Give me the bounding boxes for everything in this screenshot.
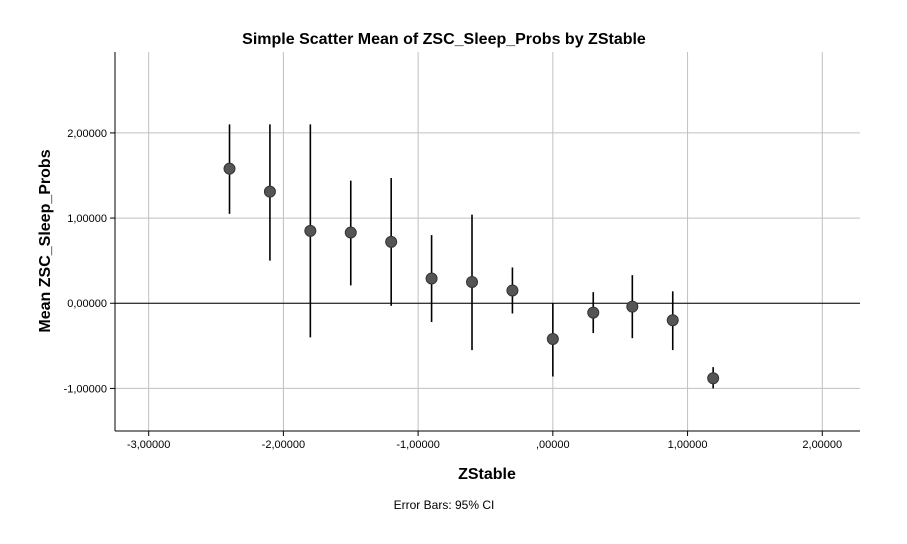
data-point xyxy=(385,235,398,248)
x-tick-label: 1,00000 xyxy=(668,439,708,451)
data-point xyxy=(546,333,559,346)
x-tick-label: -2,00000 xyxy=(262,439,305,451)
x-axis-title: ZStable xyxy=(458,466,516,483)
grid-layer xyxy=(115,52,860,431)
y-tick-label: 2,00000 xyxy=(67,128,107,140)
data-point xyxy=(666,314,679,327)
error-bar-layer xyxy=(228,124,714,389)
y-tick-label: 1,00000 xyxy=(67,213,107,225)
data-point xyxy=(344,226,357,239)
x-tick-label: ,00000 xyxy=(536,439,570,451)
data-point xyxy=(466,275,479,288)
point-layer xyxy=(223,162,720,385)
data-point xyxy=(626,300,639,313)
error-bars-footnote: Error Bars: 95% CI xyxy=(394,498,495,512)
data-point xyxy=(707,372,720,385)
ticks-layer: -3,00000 -2,00000 -1,00000 ,00000 1,00000 2,0… xyxy=(64,128,843,451)
data-point xyxy=(425,272,438,285)
axes-layer xyxy=(114,52,860,432)
y-tick-label: -1,00000 xyxy=(64,383,107,395)
x-tick-label: -3,00000 xyxy=(127,439,170,451)
x-tick-label: -1,00000 xyxy=(396,439,439,451)
data-point xyxy=(587,306,600,319)
chart-title: Simple Scatter Mean of ZSC_Sleep_Probs b… xyxy=(242,31,646,48)
x-tick-label: 2,00000 xyxy=(802,439,842,451)
data-point xyxy=(506,284,519,297)
y-tick-label: 0,00000 xyxy=(67,298,107,310)
data-point xyxy=(223,162,236,175)
data-point xyxy=(263,185,276,198)
y-axis-title: Mean ZSC_Sleep_Probs xyxy=(37,149,54,332)
data-point xyxy=(304,224,317,237)
